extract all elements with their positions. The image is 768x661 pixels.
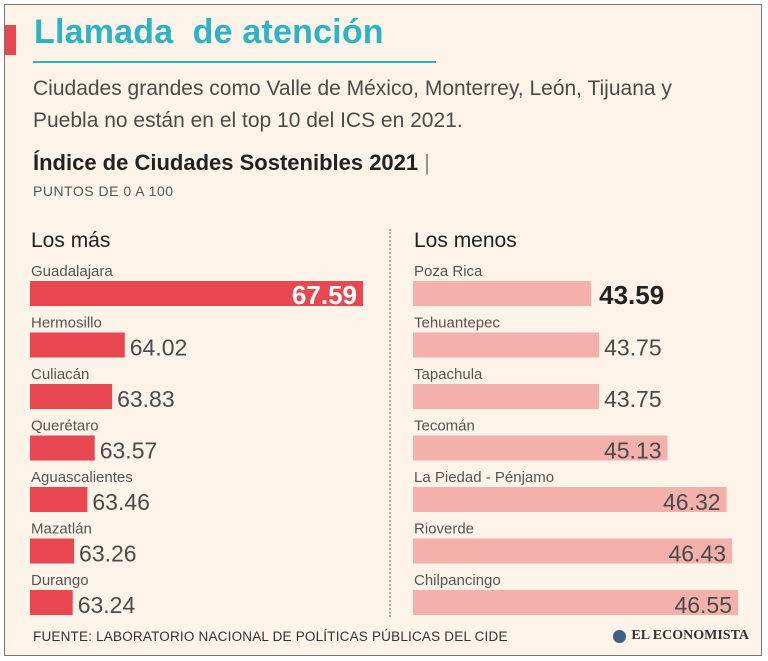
bar-chart: Guadalajara 67.59 Hermosillo 64.02 Culiacán 6…: [30, 263, 738, 618]
title-accent-bar: [5, 25, 16, 55]
category-label: Chilpancingo: [414, 572, 501, 589]
value-label: 46.43: [668, 541, 726, 567]
bar: [413, 332, 600, 358]
category-label: Rioverde: [414, 521, 474, 538]
value-label: 46.32: [663, 489, 721, 515]
page-title: Llamada de atención: [34, 13, 384, 51]
value-label: 63.83: [117, 386, 175, 412]
category-label: Poza Rica: [414, 263, 483, 280]
value-label: 67.59: [292, 280, 357, 310]
bar: [413, 487, 727, 512]
value-label: 64.02: [130, 335, 188, 361]
brand-logo: EL ECONOMISTA: [613, 628, 749, 644]
bar: [30, 435, 95, 461]
category-label: Hermosillo: [31, 315, 102, 332]
bar: [30, 538, 75, 564]
bar: [30, 487, 88, 512]
title-underline: [33, 61, 436, 63]
bar: [30, 384, 113, 409]
category-label: Mazatlán: [31, 521, 92, 538]
category-label: Tapachula: [414, 366, 483, 383]
category-label: Culiacán: [31, 366, 89, 383]
chart-title-text: Índice de Ciudades Sostenibles 2021: [33, 150, 419, 175]
category-label: Aguascalientes: [31, 469, 133, 486]
value-label: 63.57: [100, 438, 158, 464]
value-label: 43.59: [599, 280, 664, 310]
value-label: 46.55: [674, 592, 732, 618]
category-label: Durango: [31, 572, 89, 589]
value-label: 43.75: [604, 386, 662, 412]
category-label: Tecomán: [414, 418, 475, 435]
category-label: Tehuantepec: [414, 315, 500, 332]
bar: [413, 281, 592, 306]
bar: [413, 538, 733, 564]
brand-name: EL ECONOMISTA: [631, 628, 749, 643]
chart-units: PUNTOS DE 0 A 100: [33, 183, 174, 199]
category-label: Guadalajara: [31, 263, 113, 280]
panel-title-top: Los más: [31, 229, 111, 252]
value-label: 63.46: [92, 489, 150, 515]
bar: [413, 590, 738, 615]
globe-icon: [613, 629, 627, 643]
value-label: 45.13: [604, 438, 662, 464]
bar: [413, 435, 668, 461]
chart-title: Índice de Ciudades Sostenibles 2021 |: [33, 150, 430, 176]
source-note: FUENTE: LABORATORIO NACIONAL DE POLÍTICA…: [33, 629, 508, 644]
category-label: Querétaro: [31, 418, 99, 435]
category-label: La Piedad - Pénjamo: [414, 469, 554, 486]
value-label: 43.75: [604, 335, 662, 361]
bar: [30, 332, 125, 358]
bar: [413, 384, 600, 409]
bar: [30, 590, 73, 615]
value-label: 63.24: [78, 592, 136, 618]
value-label: 63.26: [79, 541, 137, 567]
panel-divider: [389, 229, 391, 617]
infographic-card: Llamada de atención Ciudades grandes com…: [4, 4, 762, 656]
panel-title-bottom: Los menos: [414, 229, 517, 252]
bar: [30, 281, 363, 306]
subtitle: Ciudades grandes como Valle de México, M…: [33, 77, 672, 132]
title-separator: |: [424, 150, 430, 175]
